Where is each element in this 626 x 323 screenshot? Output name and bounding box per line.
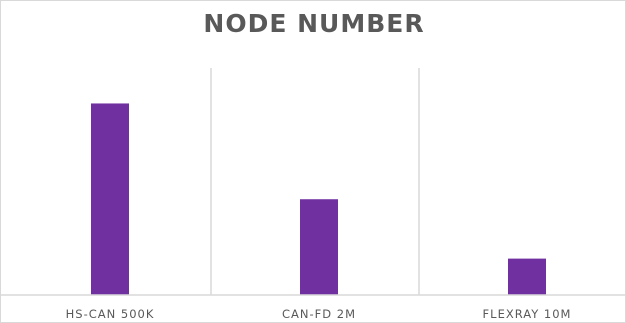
chart-title: NODE NUMBER [203,9,425,38]
x-tick-label: FLEXRAY 10M [483,307,572,321]
x-tick-labels: HS-CAN 500K CAN-FD 2M FLEXRAY 10M [66,307,572,321]
bar-series [91,103,546,295]
x-tick-label: CAN-FD 2M [282,307,356,321]
bar [300,199,338,295]
x-tick-label: HS-CAN 500K [66,307,155,321]
category-dividers [210,68,420,295]
bar [91,103,129,295]
bar [508,258,546,295]
